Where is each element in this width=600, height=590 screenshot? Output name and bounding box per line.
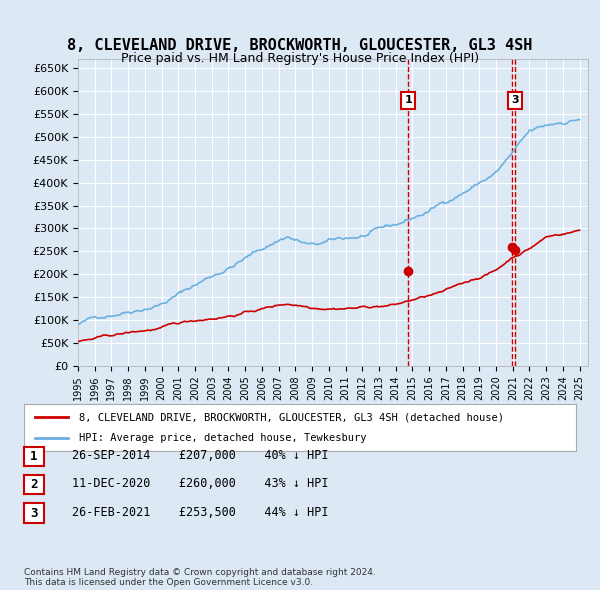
Text: Contains HM Land Registry data © Crown copyright and database right 2024.
This d: Contains HM Land Registry data © Crown c… — [24, 568, 376, 587]
Text: 3: 3 — [511, 95, 519, 105]
Text: 26-FEB-2021    £253,500    44% ↓ HPI: 26-FEB-2021 £253,500 44% ↓ HPI — [72, 506, 329, 519]
Text: 1: 1 — [30, 450, 38, 463]
Text: 1: 1 — [404, 95, 412, 105]
Text: 8, CLEVELAND DRIVE, BROCKWORTH, GLOUCESTER, GL3 4SH: 8, CLEVELAND DRIVE, BROCKWORTH, GLOUCEST… — [67, 38, 533, 53]
Text: 26-SEP-2014    £207,000    40% ↓ HPI: 26-SEP-2014 £207,000 40% ↓ HPI — [72, 449, 329, 462]
Text: 11-DEC-2020    £260,000    43% ↓ HPI: 11-DEC-2020 £260,000 43% ↓ HPI — [72, 477, 329, 490]
Text: 2: 2 — [30, 478, 38, 491]
Text: Price paid vs. HM Land Registry's House Price Index (HPI): Price paid vs. HM Land Registry's House … — [121, 52, 479, 65]
Text: 8, CLEVELAND DRIVE, BROCKWORTH, GLOUCESTER, GL3 4SH (detached house): 8, CLEVELAND DRIVE, BROCKWORTH, GLOUCEST… — [79, 412, 504, 422]
Text: HPI: Average price, detached house, Tewkesbury: HPI: Average price, detached house, Tewk… — [79, 433, 367, 443]
Text: 3: 3 — [30, 506, 38, 520]
